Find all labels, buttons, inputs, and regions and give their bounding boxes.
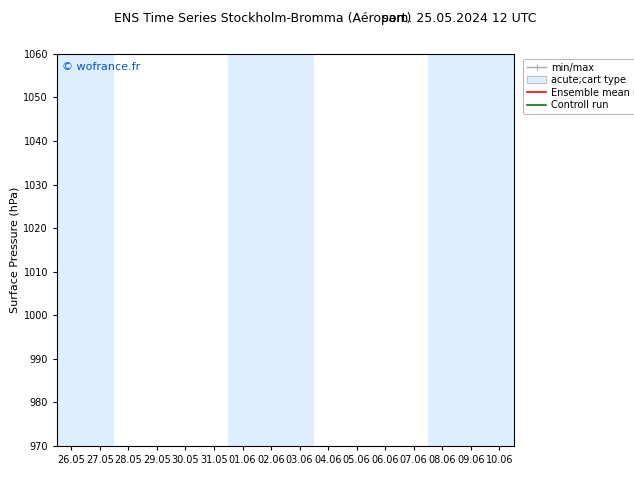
Bar xyxy=(428,54,514,446)
Bar xyxy=(57,54,114,446)
Text: © wofrance.fr: © wofrance.fr xyxy=(61,62,140,72)
Text: ENS Time Series Stockholm-Bromma (Aéroport): ENS Time Series Stockholm-Bromma (Aéropo… xyxy=(113,12,411,25)
Y-axis label: Surface Pressure (hPa): Surface Pressure (hPa) xyxy=(10,187,19,313)
Legend: min/max, acute;cart type, Ensemble mean run, Controll run: min/max, acute;cart type, Ensemble mean … xyxy=(523,59,634,114)
Text: sam. 25.05.2024 12 UTC: sam. 25.05.2024 12 UTC xyxy=(382,12,536,25)
Bar xyxy=(228,54,314,446)
